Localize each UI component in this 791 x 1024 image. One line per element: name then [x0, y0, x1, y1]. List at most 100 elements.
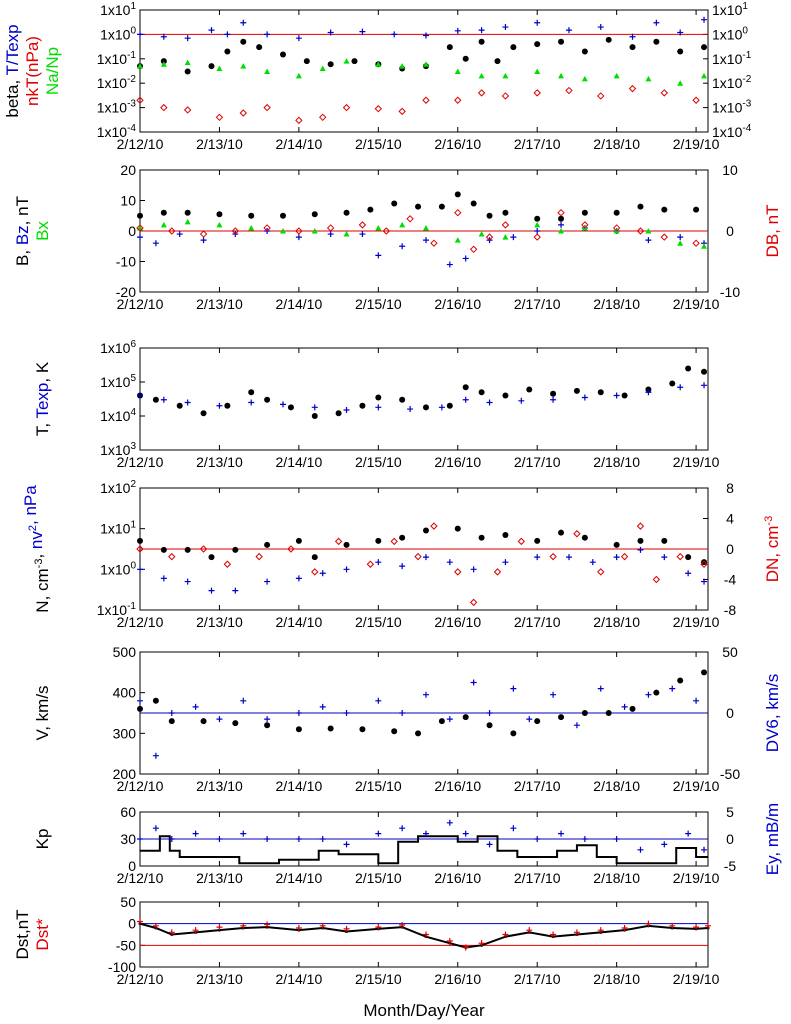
y-right-tick-label: -5 [724, 858, 737, 874]
y-axis-label: Kp [33, 829, 52, 850]
y-tick-label: -20 [116, 284, 136, 300]
data-point [478, 940, 485, 947]
data-point [422, 931, 429, 938]
x-tick-label: 2/12/10 [117, 614, 164, 630]
data-point [621, 392, 628, 399]
data-point [137, 705, 143, 712]
data-point [677, 677, 684, 684]
data-point [351, 58, 358, 65]
data-point [342, 103, 351, 112]
x-tick-label: 2/18/10 [593, 971, 640, 987]
data-point [224, 31, 231, 38]
y-tick-label: 1x106 [100, 339, 136, 356]
x-tick-label: 2/17/10 [514, 136, 561, 152]
data-point [701, 578, 708, 585]
data-point [287, 545, 295, 553]
data-point [160, 33, 167, 40]
data-point [391, 200, 398, 207]
data-point [685, 365, 692, 372]
data-point [375, 697, 382, 704]
data-point [279, 51, 286, 58]
y-axis-label: Dst,nT [13, 909, 32, 959]
y-right-tick-label: 50 [722, 644, 738, 660]
data-point [677, 29, 684, 36]
data-point [701, 44, 708, 51]
data-point [199, 230, 208, 238]
data-point [152, 697, 159, 704]
panel-Kp: 2/12/10 2/13/10 2/14/10 2/15/10 2/16/10 2/17/… [33, 803, 782, 886]
data-point [454, 191, 461, 198]
data-point [502, 24, 509, 31]
data-point [693, 697, 700, 704]
panel-beta: 2/12/10 2/13/10 2/14/10 2/15/10 2/16/10 2/17/… [3, 1, 752, 152]
series-dn [136, 522, 708, 607]
data-point [558, 215, 565, 222]
y-tick-label: 400 [113, 685, 137, 701]
data-point [343, 566, 350, 573]
data-point [343, 407, 350, 414]
data-point [661, 841, 668, 848]
y-tick-label: 20 [120, 162, 136, 178]
data-point [550, 931, 557, 938]
data-point [240, 19, 247, 26]
data-point [200, 410, 207, 417]
data-point [399, 221, 406, 228]
data-point [264, 921, 271, 928]
y-right-tick-label: 1x10-1 [712, 50, 752, 67]
data-point [558, 221, 565, 228]
data-point [581, 221, 589, 229]
y-axis-label: T, Texp, K [33, 361, 52, 436]
series-t [137, 365, 708, 419]
y-axis-label: V, km/s [33, 685, 52, 740]
data-point [645, 75, 652, 82]
data-point [152, 922, 159, 929]
data-point [137, 63, 143, 69]
data-point [470, 679, 477, 686]
data-point [534, 221, 541, 228]
x-tick-label: 2/17/10 [514, 870, 561, 886]
data-point [558, 714, 565, 721]
data-point [422, 830, 429, 837]
x-tick-label: 2/14/10 [276, 296, 323, 312]
data-point [382, 227, 390, 235]
data-point [160, 575, 167, 582]
data-point [375, 404, 382, 411]
data-point [613, 392, 620, 399]
series-bz [137, 221, 708, 268]
data-point [502, 392, 509, 399]
data-point [501, 221, 510, 229]
y-right-tick-label: 10 [722, 162, 738, 178]
data-point [597, 389, 604, 396]
data-point [264, 716, 271, 723]
y-right-tick-label: 8 [726, 480, 734, 496]
data-point [637, 846, 644, 853]
y-right-tick-label: 1x10-4 [712, 123, 752, 140]
data-point [605, 36, 612, 43]
data-point [240, 38, 247, 45]
data-point [549, 552, 557, 561]
data-point [462, 830, 469, 837]
data-point [613, 209, 620, 216]
y-right-axis-label: Ey, mB/m [763, 803, 782, 875]
data-point [183, 106, 192, 114]
data-point [701, 16, 708, 23]
data-point [422, 237, 429, 244]
x-tick-label: 2/16/10 [434, 454, 481, 470]
data-point [200, 237, 207, 244]
data-point [612, 224, 621, 232]
y-right-tick-label: 1x100 [712, 25, 748, 42]
data-point [533, 89, 541, 97]
data-point [168, 836, 175, 842]
data-point [534, 68, 541, 75]
panel-N: 2/12/10 2/13/10 2/14/10 2/15/10 2/16/10 2/17/… [21, 479, 782, 630]
data-point [693, 206, 700, 213]
data-point [359, 28, 366, 35]
data-point [240, 697, 247, 704]
data-point [359, 726, 366, 733]
data-point [685, 570, 692, 577]
data-point [485, 233, 494, 241]
data-point [526, 716, 533, 723]
data-point [343, 925, 350, 932]
data-point [224, 48, 231, 55]
